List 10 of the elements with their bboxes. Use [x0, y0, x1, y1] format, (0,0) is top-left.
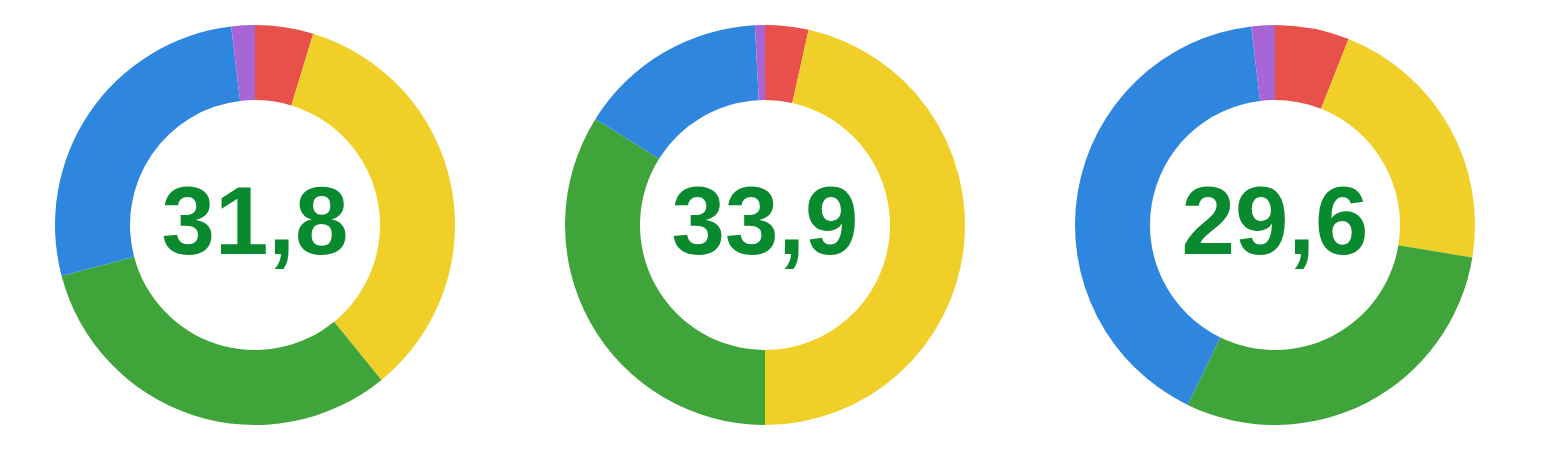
- donut-slice: [754, 25, 765, 101]
- donut-slice: [231, 25, 255, 101]
- text: 31,8: [161, 167, 349, 274]
- donut-slice: [1275, 25, 1349, 109]
- donut-slice: [255, 25, 314, 106]
- donut-slice: [765, 25, 809, 104]
- donut-slice: [595, 25, 759, 159]
- text: 29,6: [1181, 167, 1369, 274]
- text: 33,9: [671, 167, 859, 274]
- donut-slice: [1251, 25, 1275, 101]
